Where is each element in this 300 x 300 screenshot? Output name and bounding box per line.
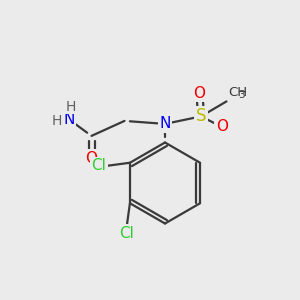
Text: H: H — [65, 100, 76, 114]
Text: O: O — [216, 119, 228, 134]
Text: N: N — [159, 116, 171, 131]
Text: N: N — [63, 112, 75, 127]
Text: O: O — [194, 85, 206, 100]
Text: O: O — [85, 151, 98, 166]
Text: CH: CH — [228, 86, 247, 99]
Text: Cl: Cl — [92, 158, 106, 173]
Text: S: S — [196, 107, 206, 125]
Text: H: H — [51, 114, 62, 128]
Text: 3: 3 — [238, 90, 244, 100]
Text: Cl: Cl — [119, 226, 134, 241]
